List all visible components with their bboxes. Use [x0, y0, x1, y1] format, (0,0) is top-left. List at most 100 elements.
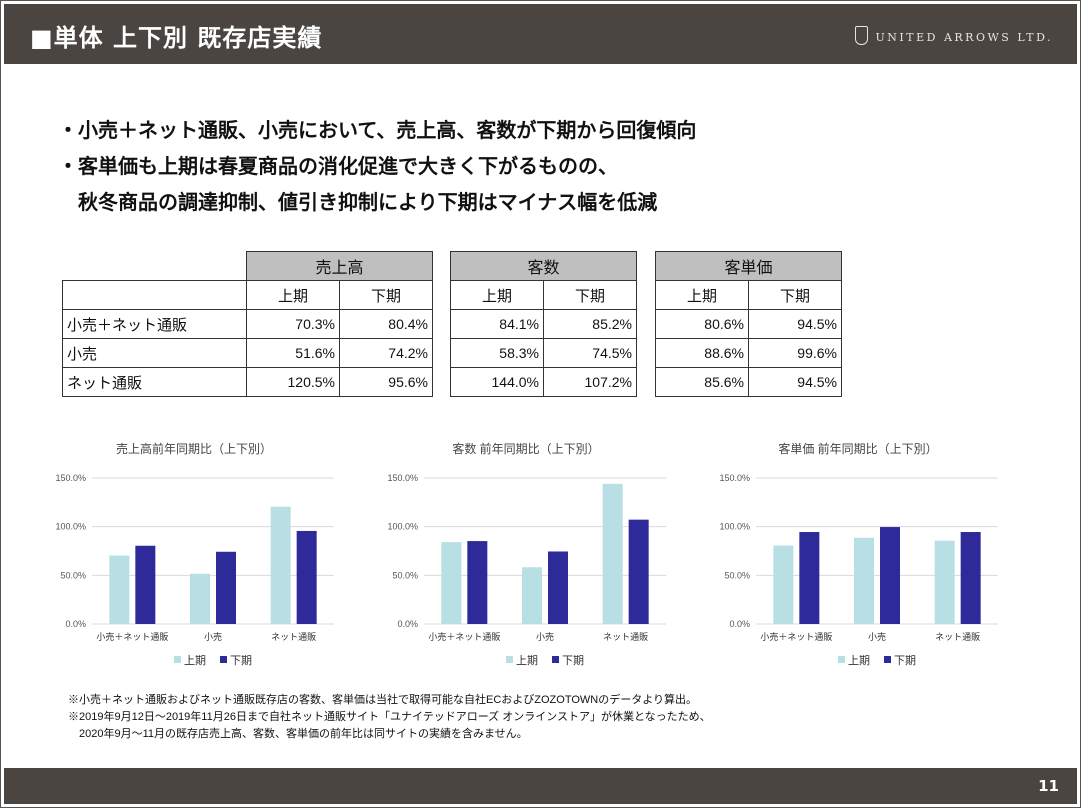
company-logo: UNITED ARROWS LTD. — [854, 26, 1053, 45]
table-row: 58.3% 74.5% — [450, 338, 637, 368]
row-label: ネット通販 — [62, 367, 247, 397]
unit-price-chart: 客単価 前年同期比（上下別） 0.0% 50.0% 100.0% 150.0% 小売＋ネ… — [708, 440, 1008, 680]
bar — [216, 551, 236, 624]
table-cell: 84.1% — [450, 309, 544, 339]
bar — [441, 542, 462, 624]
y-tick-label: 50.0% — [60, 570, 86, 580]
legend-swatch — [552, 656, 559, 663]
table-row: 84.1% 85.2% — [450, 309, 637, 339]
table-cell: 70.3% — [246, 309, 340, 339]
unit-price-table: 客単価 上期 下期 80.6% 94.5% 88.6% 99.6% 85.6% … — [655, 251, 842, 397]
footnote: ※2019年9月12日～2019年11月26日まで自社ネット通販サイト「ユナイテ… — [68, 711, 711, 723]
x-tick-label: 小売＋ネット通販 — [760, 631, 832, 642]
table-cell: 80.6% — [655, 309, 749, 339]
y-tick-label: 100.0% — [387, 522, 418, 532]
footnotes: ※小売＋ネット通販およびネット通販既存店の客数、客単価は当社で取得可能な自社EC… — [68, 692, 711, 743]
customers-chart: 客数 前年同期比（上下別） 0.0% 50.0% 100.0% 150.0% 小売＋ネッ… — [376, 440, 676, 680]
bar — [548, 551, 568, 624]
table-row: 小売 51.6% 74.2% — [62, 338, 433, 368]
legend-label: 上期 — [516, 654, 538, 667]
bar — [522, 567, 542, 624]
x-tick-label: ネット通販 — [271, 631, 316, 642]
bar — [934, 540, 955, 624]
legend-swatch — [884, 656, 891, 663]
table-cell: 144.0% — [450, 367, 544, 397]
bullet-list: ・小売＋ネット通販、小売において、売上高、客数が下期から回復傾向 ・客単価も上期… — [58, 112, 696, 220]
y-tick-label: 50.0% — [724, 570, 750, 580]
table-cell: 88.6% — [655, 338, 749, 368]
bullet-item: ・客単価も上期は春夏商品の消化促進で大きく下がるものの、 — [58, 154, 618, 178]
legend-swatch — [174, 656, 181, 663]
bar — [602, 483, 623, 624]
bar — [135, 545, 156, 624]
y-tick-label: 100.0% — [55, 522, 86, 532]
table-title: 客単価 — [655, 251, 842, 281]
col-header: 下期 — [748, 280, 842, 310]
footnote: 2020年9月～11月の既存店売上高、客数、客単価の前年比は同サイトの実績を含み… — [68, 728, 528, 740]
bullet-item: 秋冬商品の調達抑制、値引き抑制により下期はマイナス幅を低減 — [58, 190, 658, 214]
x-tick-label: ネット通販 — [935, 631, 980, 642]
x-tick-label: 小売 — [536, 631, 554, 642]
sales-table: 売上高 上期 下期 小売＋ネット通販 70.3% 80.4% 小売 51.6% … — [62, 251, 433, 397]
table-cell: 94.5% — [748, 309, 842, 339]
col-header: 上期 — [655, 280, 749, 310]
slide-title: ■単体 上下別 既存店実績 — [30, 24, 323, 52]
logo-text: UNITED ARROWS LTD. — [875, 31, 1053, 44]
row-label: 小売＋ネット通販 — [62, 309, 247, 339]
slide-header: ■単体 上下別 既存店実績 UNITED ARROWS LTD. — [4, 4, 1077, 64]
legend-label: 下期 — [894, 654, 916, 667]
x-tick-label: 小売 — [868, 631, 886, 642]
table-cell: 85.2% — [543, 309, 637, 339]
row-label: 小売 — [62, 338, 247, 368]
x-tick-label: ネット通販 — [603, 631, 648, 642]
logo-mark-icon — [854, 26, 868, 45]
bar — [190, 573, 210, 624]
chart-title: 客単価 前年同期比（上下別） — [778, 442, 938, 456]
page-number: 11 — [1038, 777, 1059, 795]
footnote: ※小売＋ネット通販およびネット通販既存店の客数、客単価は当社で取得可能な自社EC… — [68, 694, 698, 706]
x-tick-label: 小売＋ネット通販 — [96, 631, 168, 642]
table-row: 88.6% 99.6% — [655, 338, 842, 368]
table-cell: 95.6% — [339, 367, 433, 397]
legend-swatch — [838, 656, 845, 663]
legend-swatch — [220, 656, 227, 663]
col-header: 上期 — [450, 280, 544, 310]
sales-chart: 売上高前年同期比（上下別） 0.0% 50.0% 100.0% 150.0% 小売＋ネッ… — [44, 440, 344, 680]
table-row: 80.6% 94.5% — [655, 309, 842, 339]
y-tick-label: 150.0% — [55, 473, 86, 483]
table-cell: 74.5% — [543, 338, 637, 368]
col-header: 上期 — [246, 280, 340, 310]
bar — [109, 555, 130, 624]
y-tick-label: 150.0% — [387, 473, 418, 483]
y-tick-label: 50.0% — [392, 570, 418, 580]
table-cell: 94.5% — [748, 367, 842, 397]
y-tick-label: 100.0% — [719, 522, 750, 532]
x-tick-label: 小売＋ネット通販 — [428, 631, 500, 642]
table-cell: 74.2% — [339, 338, 433, 368]
col-header: 下期 — [339, 280, 433, 310]
slide-footer: 11 — [4, 768, 1077, 804]
bar — [628, 519, 649, 624]
chart-title: 客数 前年同期比（上下別） — [452, 442, 600, 456]
bar — [773, 545, 794, 624]
table-row: 小売＋ネット通販 70.3% 80.4% — [62, 309, 433, 339]
bar — [880, 527, 900, 624]
table-row: 144.0% 107.2% — [450, 367, 637, 397]
legend-label: 上期 — [848, 654, 870, 667]
table-cell: 107.2% — [543, 367, 637, 397]
y-tick-label: 0.0% — [729, 619, 750, 629]
table-row: 85.6% 94.5% — [655, 367, 842, 397]
bar — [296, 530, 317, 624]
bar — [467, 541, 488, 624]
table-cell: 58.3% — [450, 338, 544, 368]
table-cell: 80.4% — [339, 309, 433, 339]
bar — [799, 532, 820, 624]
legend-label: 下期 — [562, 654, 584, 667]
table-cell: 51.6% — [246, 338, 340, 368]
table-row: ネット通販 120.5% 95.6% — [62, 367, 433, 397]
y-tick-label: 150.0% — [719, 473, 750, 483]
bar — [854, 537, 874, 624]
table-cell: 85.6% — [655, 367, 749, 397]
customers-table: 客数 上期 下期 84.1% 85.2% 58.3% 74.5% 144.0% … — [450, 251, 637, 397]
